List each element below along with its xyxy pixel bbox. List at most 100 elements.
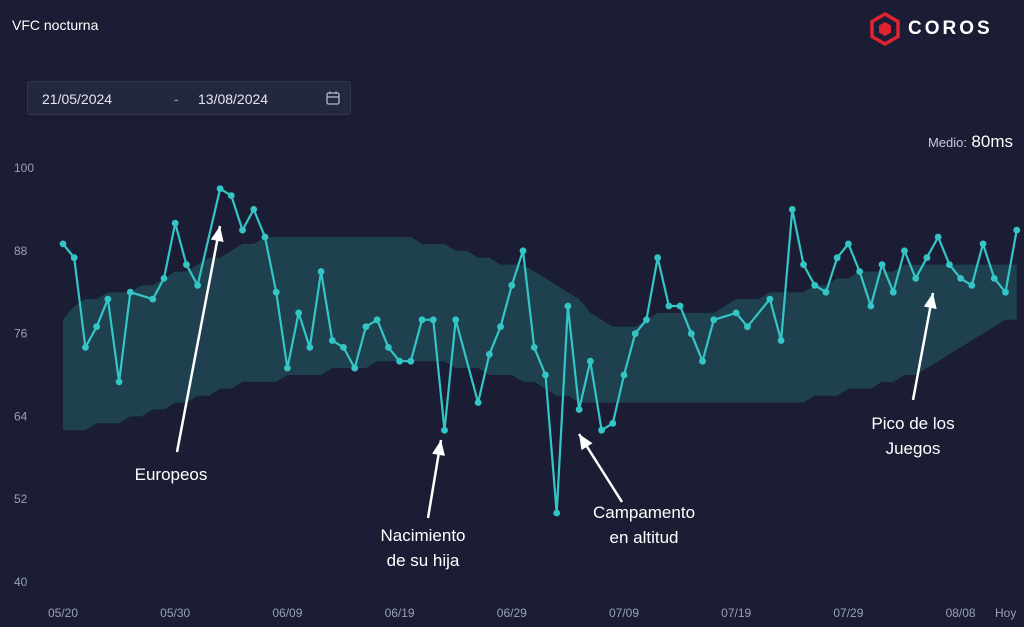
normal-range-band bbox=[63, 237, 1017, 431]
date-range-picker[interactable]: 21/05/2024 - 13/08/2024 bbox=[27, 81, 351, 115]
data-point bbox=[284, 364, 291, 372]
x-tick-label: Hoy bbox=[995, 606, 1016, 620]
x-tick-label: 05/20 bbox=[48, 606, 78, 620]
x-tick-label: 08/08 bbox=[946, 606, 976, 620]
data-point bbox=[1002, 288, 1009, 296]
data-point bbox=[396, 357, 403, 365]
data-point bbox=[665, 302, 673, 310]
annotation: Europeos bbox=[135, 225, 224, 484]
annotation-arrowhead bbox=[210, 226, 224, 242]
data-point bbox=[429, 316, 437, 324]
data-point bbox=[654, 254, 662, 262]
data-point bbox=[833, 254, 841, 262]
data-point bbox=[845, 240, 852, 248]
data-point bbox=[272, 288, 280, 296]
data-point bbox=[732, 309, 740, 317]
hexagon-logo-icon bbox=[870, 12, 900, 46]
x-tick-label: 06/09 bbox=[272, 606, 302, 620]
annotation-label: en altitud bbox=[610, 528, 679, 547]
data-point bbox=[474, 399, 482, 406]
y-tick-label: 88 bbox=[14, 244, 28, 258]
annotation: Campamento en altitud bbox=[577, 433, 695, 547]
data-point bbox=[990, 275, 998, 282]
y-tick-label: 100 bbox=[14, 161, 34, 175]
annotation: Nacimiento de su hija bbox=[380, 439, 466, 570]
annotation-label: Pico de los bbox=[871, 414, 954, 433]
data-point bbox=[93, 323, 101, 331]
data-point bbox=[1013, 226, 1021, 234]
data-point bbox=[889, 288, 897, 296]
data-point bbox=[945, 261, 953, 268]
data-point bbox=[620, 371, 628, 379]
data-point bbox=[183, 261, 190, 268]
data-point bbox=[194, 281, 202, 289]
start-date-field[interactable]: 21/05/2024 bbox=[42, 91, 113, 107]
data-point bbox=[710, 316, 718, 324]
data-point bbox=[160, 275, 168, 282]
data-point bbox=[777, 337, 785, 344]
annotation: Pico de los Juegos bbox=[871, 292, 955, 458]
data-point bbox=[699, 357, 706, 365]
data-point bbox=[306, 344, 314, 351]
data-point bbox=[609, 419, 617, 427]
data-point bbox=[766, 295, 774, 303]
y-tick-label: 64 bbox=[14, 409, 28, 423]
data-point bbox=[957, 275, 964, 282]
data-point bbox=[261, 233, 269, 241]
data-point bbox=[317, 268, 325, 275]
data-point bbox=[295, 309, 303, 317]
data-point bbox=[687, 330, 695, 337]
data-point bbox=[542, 371, 549, 379]
data-point bbox=[82, 344, 89, 351]
data-point bbox=[564, 302, 572, 310]
annotation-arrowhead bbox=[923, 293, 937, 309]
data-point bbox=[631, 330, 639, 337]
data-point bbox=[800, 261, 807, 268]
data-point bbox=[744, 323, 751, 331]
data-point bbox=[216, 185, 224, 193]
x-tick-label: 05/30 bbox=[160, 606, 190, 620]
data-point bbox=[788, 206, 796, 213]
data-point bbox=[867, 302, 875, 310]
data-point bbox=[598, 426, 605, 434]
annotation-arrow bbox=[911, 292, 935, 401]
data-point bbox=[171, 219, 179, 227]
data-point bbox=[227, 192, 235, 200]
data-point bbox=[104, 295, 112, 303]
data-point bbox=[901, 247, 908, 255]
data-point bbox=[250, 206, 258, 213]
average-label: Medio: bbox=[927, 135, 967, 150]
data-point bbox=[70, 254, 78, 262]
average-value: 80ms bbox=[971, 132, 1013, 151]
x-tick-label: 07/29 bbox=[833, 606, 863, 620]
x-tick-label: 06/29 bbox=[497, 606, 527, 620]
data-point bbox=[126, 288, 134, 296]
x-tick-label: 07/09 bbox=[609, 606, 639, 620]
data-point bbox=[643, 316, 650, 324]
data-point bbox=[340, 344, 347, 351]
y-tick-label: 40 bbox=[14, 575, 28, 589]
x-tick-label: 07/19 bbox=[721, 606, 751, 620]
end-date-field[interactable]: 13/08/2024 bbox=[198, 91, 269, 107]
annotation-arrow bbox=[175, 225, 222, 453]
annotation-label: Juegos bbox=[886, 439, 941, 458]
data-point bbox=[519, 247, 527, 255]
data-point bbox=[452, 316, 460, 324]
data-point bbox=[384, 344, 392, 351]
calendar-icon[interactable] bbox=[326, 91, 340, 105]
x-tick-label: 06/19 bbox=[385, 606, 415, 620]
data-point bbox=[328, 337, 336, 344]
data-point bbox=[59, 240, 67, 248]
data-point bbox=[373, 316, 381, 324]
data-point bbox=[979, 240, 987, 248]
data-point bbox=[934, 233, 942, 241]
data-point bbox=[856, 268, 864, 275]
annotation-arrowhead bbox=[579, 434, 593, 451]
data-point bbox=[923, 254, 931, 262]
data-point bbox=[418, 316, 426, 324]
data-point bbox=[530, 344, 538, 351]
annotation-label: Europeos bbox=[135, 465, 208, 484]
data-point bbox=[362, 323, 370, 331]
brand-logo: COROS bbox=[868, 12, 993, 46]
